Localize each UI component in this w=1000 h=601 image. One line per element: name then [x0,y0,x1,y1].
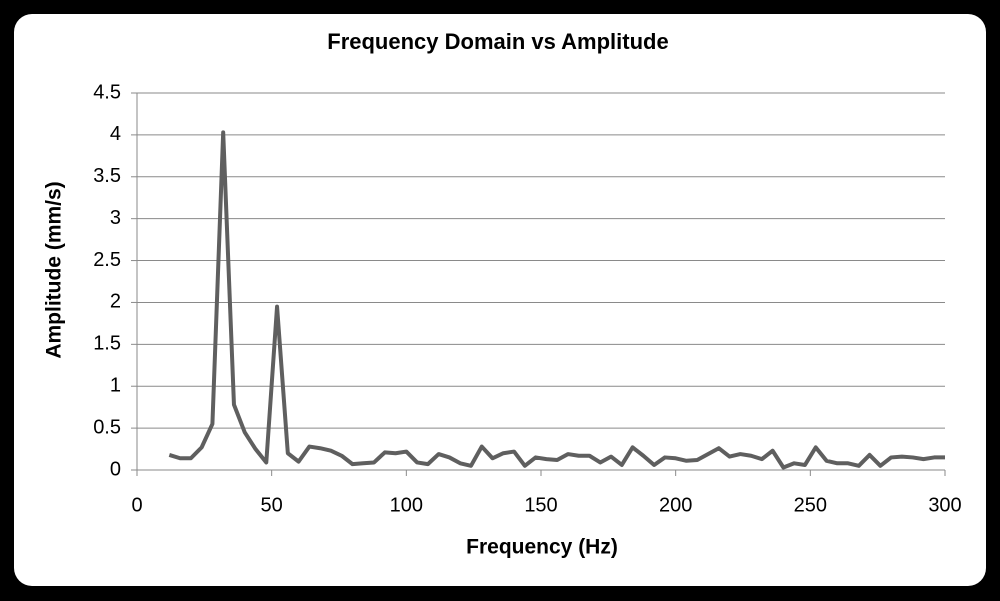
x-axis-label: Frequency (Hz) [466,536,618,559]
y-tick-label: 3.5 [93,165,121,187]
y-tick-label: 4 [110,123,121,145]
x-tick-label: 100 [390,494,423,516]
x-tick-label: 150 [524,494,557,516]
y-axis-label: Amplitude (mm/s) [43,181,66,358]
y-tick-label: 0 [110,458,121,480]
chart-frame [14,14,986,586]
y-tick-label: 2.5 [93,249,121,271]
x-tick-label: 50 [261,494,283,516]
x-tick-label: 200 [659,494,692,516]
x-tick-label: 0 [131,494,142,516]
y-tick-label: 1 [110,375,121,397]
y-tick-label: 0.5 [93,416,121,438]
y-tick-label: 4.5 [93,81,121,103]
x-tick-label: 300 [928,494,961,516]
data-line [168,130,945,470]
x-tick-label: 250 [794,494,827,516]
y-tick-label: 1.5 [93,333,121,355]
chart-title: Frequency Domain vs Amplitude [327,29,668,54]
y-tick-label: 3 [110,207,121,229]
y-tick-label: 2 [110,291,121,313]
